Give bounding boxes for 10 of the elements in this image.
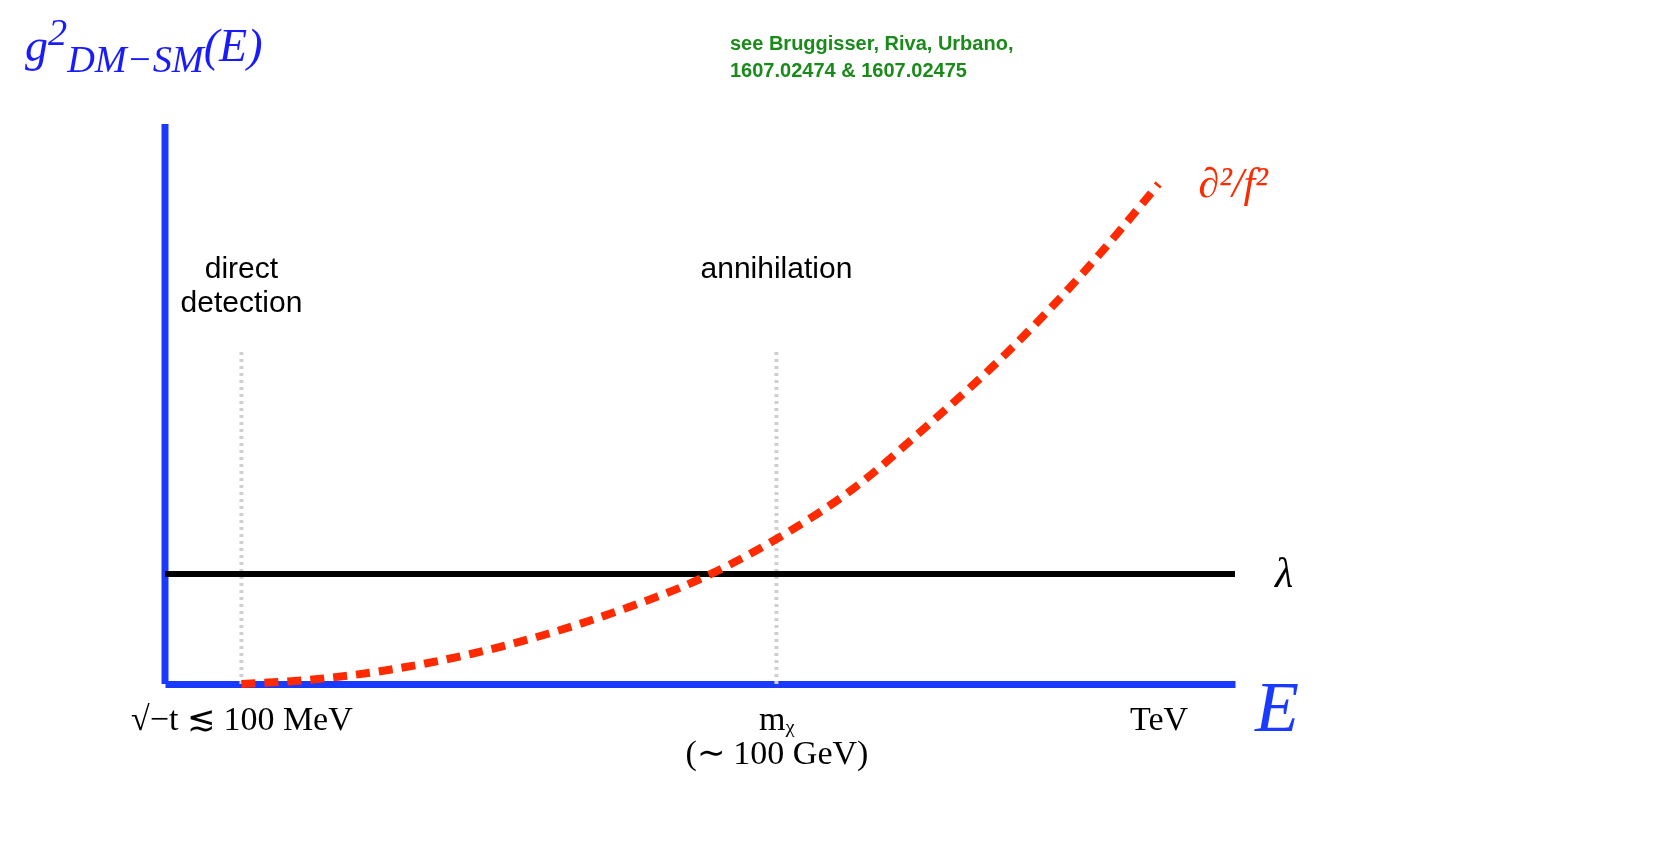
ref-line-label: direct detection — [180, 251, 303, 318]
x-tick-label: mᵪ (∼ 100 GeV) — [685, 699, 869, 772]
series-label: λ — [1273, 550, 1294, 596]
x-axis-title: E — [1254, 667, 1299, 747]
series-label: ∂²/f² — [1198, 160, 1270, 206]
x-tick-label: √−t ≲ 100 MeV — [131, 699, 354, 737]
x-tick-label: TeV — [1130, 699, 1189, 737]
y-axis-title: g$^{2}$$_{DM−SM}$(E) — [25, 10, 263, 81]
text: see Bruggisser, Riva, Urbano, 1607.02474 & 1607.02475 — [730, 31, 1014, 83]
ref-line-label: annihilation — [700, 251, 853, 284]
